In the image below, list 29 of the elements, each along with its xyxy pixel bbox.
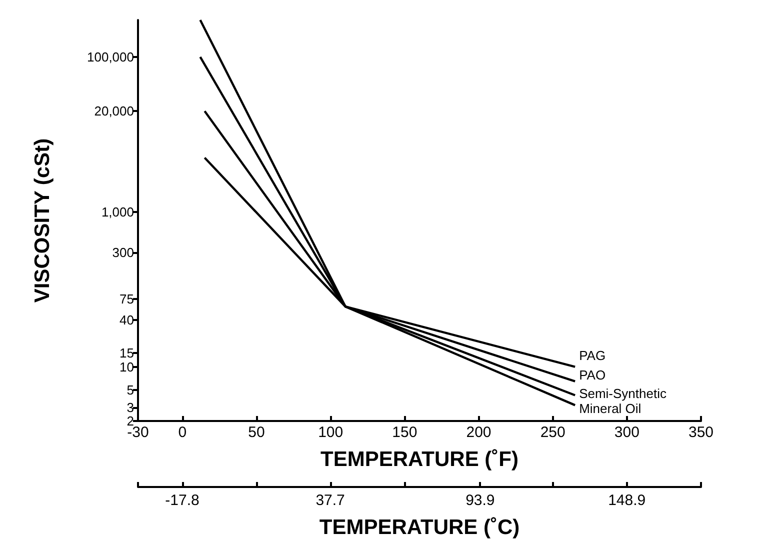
x2-tick-label: -17.8 <box>165 492 200 509</box>
y-tick-label: 75 <box>120 292 134 307</box>
y-tick-label: 100,000 <box>87 49 134 64</box>
x-tick-label: 0 <box>178 424 187 441</box>
series-label: Semi-Synthetic <box>579 386 667 402</box>
y-tick-label: 15 <box>120 346 134 361</box>
x-tick-label: 250 <box>540 424 566 441</box>
x-tick-label: 300 <box>614 424 640 441</box>
x-tick-label: 350 <box>688 424 714 441</box>
y-tick-label: 1,000 <box>101 204 134 220</box>
series-label: PAO <box>579 367 606 382</box>
x-tick-label: 100 <box>318 424 344 441</box>
x2-tick-label: 93.9 <box>466 492 495 509</box>
x2-tick-label: 148.9 <box>608 492 646 509</box>
x2-axis-title: TEMPERATURE (˚C) <box>319 516 520 539</box>
x-tick-label: 50 <box>248 424 265 441</box>
y-tick-label: 20,000 <box>94 104 134 119</box>
y-tick-label: 40 <box>120 312 134 328</box>
y-tick-label: 300 <box>112 244 134 260</box>
series-label: Mineral Oil <box>579 401 642 416</box>
x-tick-label: 150 <box>392 424 418 441</box>
x-axis-title: TEMPERATURE (˚F) <box>320 448 518 471</box>
x2-tick-label: 37.7 <box>316 492 345 509</box>
y-axis-title: VISCOSITY (cSt) <box>31 138 54 303</box>
y-tick-label: 10 <box>120 359 134 374</box>
x-tick-label: 200 <box>466 424 492 441</box>
y-tick-label: 5 <box>126 382 134 398</box>
y-tick-label: 3 <box>126 400 134 415</box>
series-label: PAG <box>579 348 606 363</box>
